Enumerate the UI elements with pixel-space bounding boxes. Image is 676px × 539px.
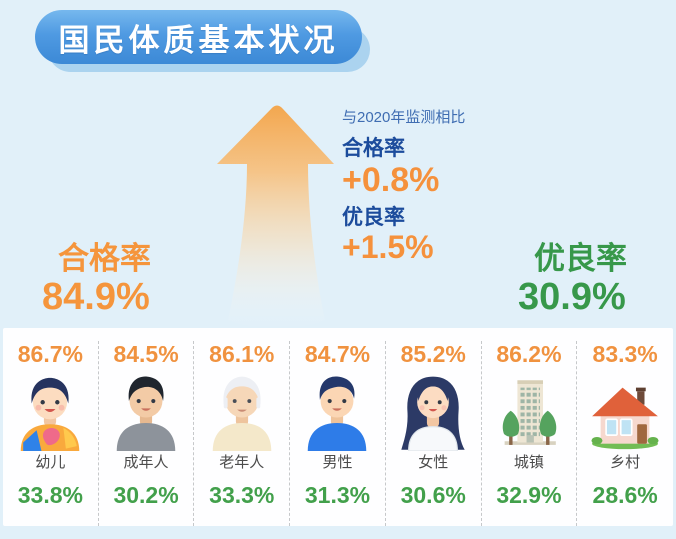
excellent-rate-value: 30.6% xyxy=(400,482,466,508)
group-column-elderly: 86.1% 老年人 33.3% xyxy=(194,341,291,526)
female-avatar-icon xyxy=(394,373,472,451)
group-column-rural: 83.3% 乡村 28.6% xyxy=(577,341,673,526)
group-column-urban: 86.2% xyxy=(482,341,578,526)
male-avatar-icon xyxy=(298,373,376,451)
group-column-female: 85.2% 女性 30.6% xyxy=(386,341,482,526)
excellent-rate-value: 32.9% xyxy=(496,482,562,508)
group-column-male: 84.7% 男性 31.3% xyxy=(290,341,386,526)
urban-building-icon xyxy=(490,373,568,451)
excellent-rate-value: 31.3% xyxy=(304,482,371,508)
overall-excellent-rate: 优良率 30.9% xyxy=(518,240,627,317)
group-label: 男性 xyxy=(322,454,353,471)
pass-rate-value: 83.3% xyxy=(592,341,658,367)
overall-excellent-rate-value: 30.9% xyxy=(518,276,626,318)
overall-pass-rate-value: 84.9% xyxy=(42,276,150,318)
adult-avatar-icon xyxy=(107,373,185,451)
pass-rate-value: 84.5% xyxy=(113,341,179,367)
pass-rate-value: 86.7% xyxy=(17,341,83,367)
overall-pass-rate: 合格率 84.9% xyxy=(42,240,151,317)
page-title: 国民体质基本状况 xyxy=(35,10,362,64)
rural-house-icon xyxy=(586,373,664,451)
comparison-caption: 与2020年监测相比 xyxy=(342,109,466,126)
excellent-rate-value: 28.6% xyxy=(592,482,658,508)
child-avatar-icon xyxy=(11,373,89,451)
elderly-avatar-icon xyxy=(203,373,281,451)
pass-rate-value: 85.2% xyxy=(400,341,466,367)
groups-grid: 86.7% xyxy=(3,328,673,526)
groups-panel: 86.7% xyxy=(3,328,673,526)
pass-rate-value: 86.2% xyxy=(496,341,562,367)
group-label: 女性 xyxy=(418,454,449,471)
overall-pass-rate-label: 合格率 xyxy=(58,241,151,276)
group-column-child: 86.7% xyxy=(3,341,99,526)
up-arrow-icon xyxy=(188,98,358,333)
excellent-rate-value: 30.2% xyxy=(113,482,179,508)
pass-rate-value: 84.7% xyxy=(304,341,371,367)
group-column-adult: 84.5% 成年人 30.2% xyxy=(99,341,195,526)
excellent-rate-change-value: +1.5% xyxy=(342,229,434,265)
overall-excellent-rate-label: 优良率 xyxy=(534,241,627,276)
pass-rate-change-label: 合格率 xyxy=(342,137,405,160)
comparison-block: 与2020年监测相比 合格率 +0.8% 优良率 +1.5% xyxy=(342,108,512,264)
excellent-rate-value: 33.8% xyxy=(17,482,83,508)
excellent-rate-value: 33.3% xyxy=(209,482,275,508)
group-label: 成年人 xyxy=(123,454,169,471)
group-label: 乡村 xyxy=(610,454,641,471)
excellent-rate-change-label: 优良率 xyxy=(342,206,405,229)
group-label: 城镇 xyxy=(513,454,544,471)
group-label: 幼儿 xyxy=(35,454,66,471)
pass-rate-change-value: +0.8% xyxy=(342,161,440,199)
pass-rate-value: 86.1% xyxy=(209,341,275,367)
group-label: 老年人 xyxy=(219,454,265,471)
